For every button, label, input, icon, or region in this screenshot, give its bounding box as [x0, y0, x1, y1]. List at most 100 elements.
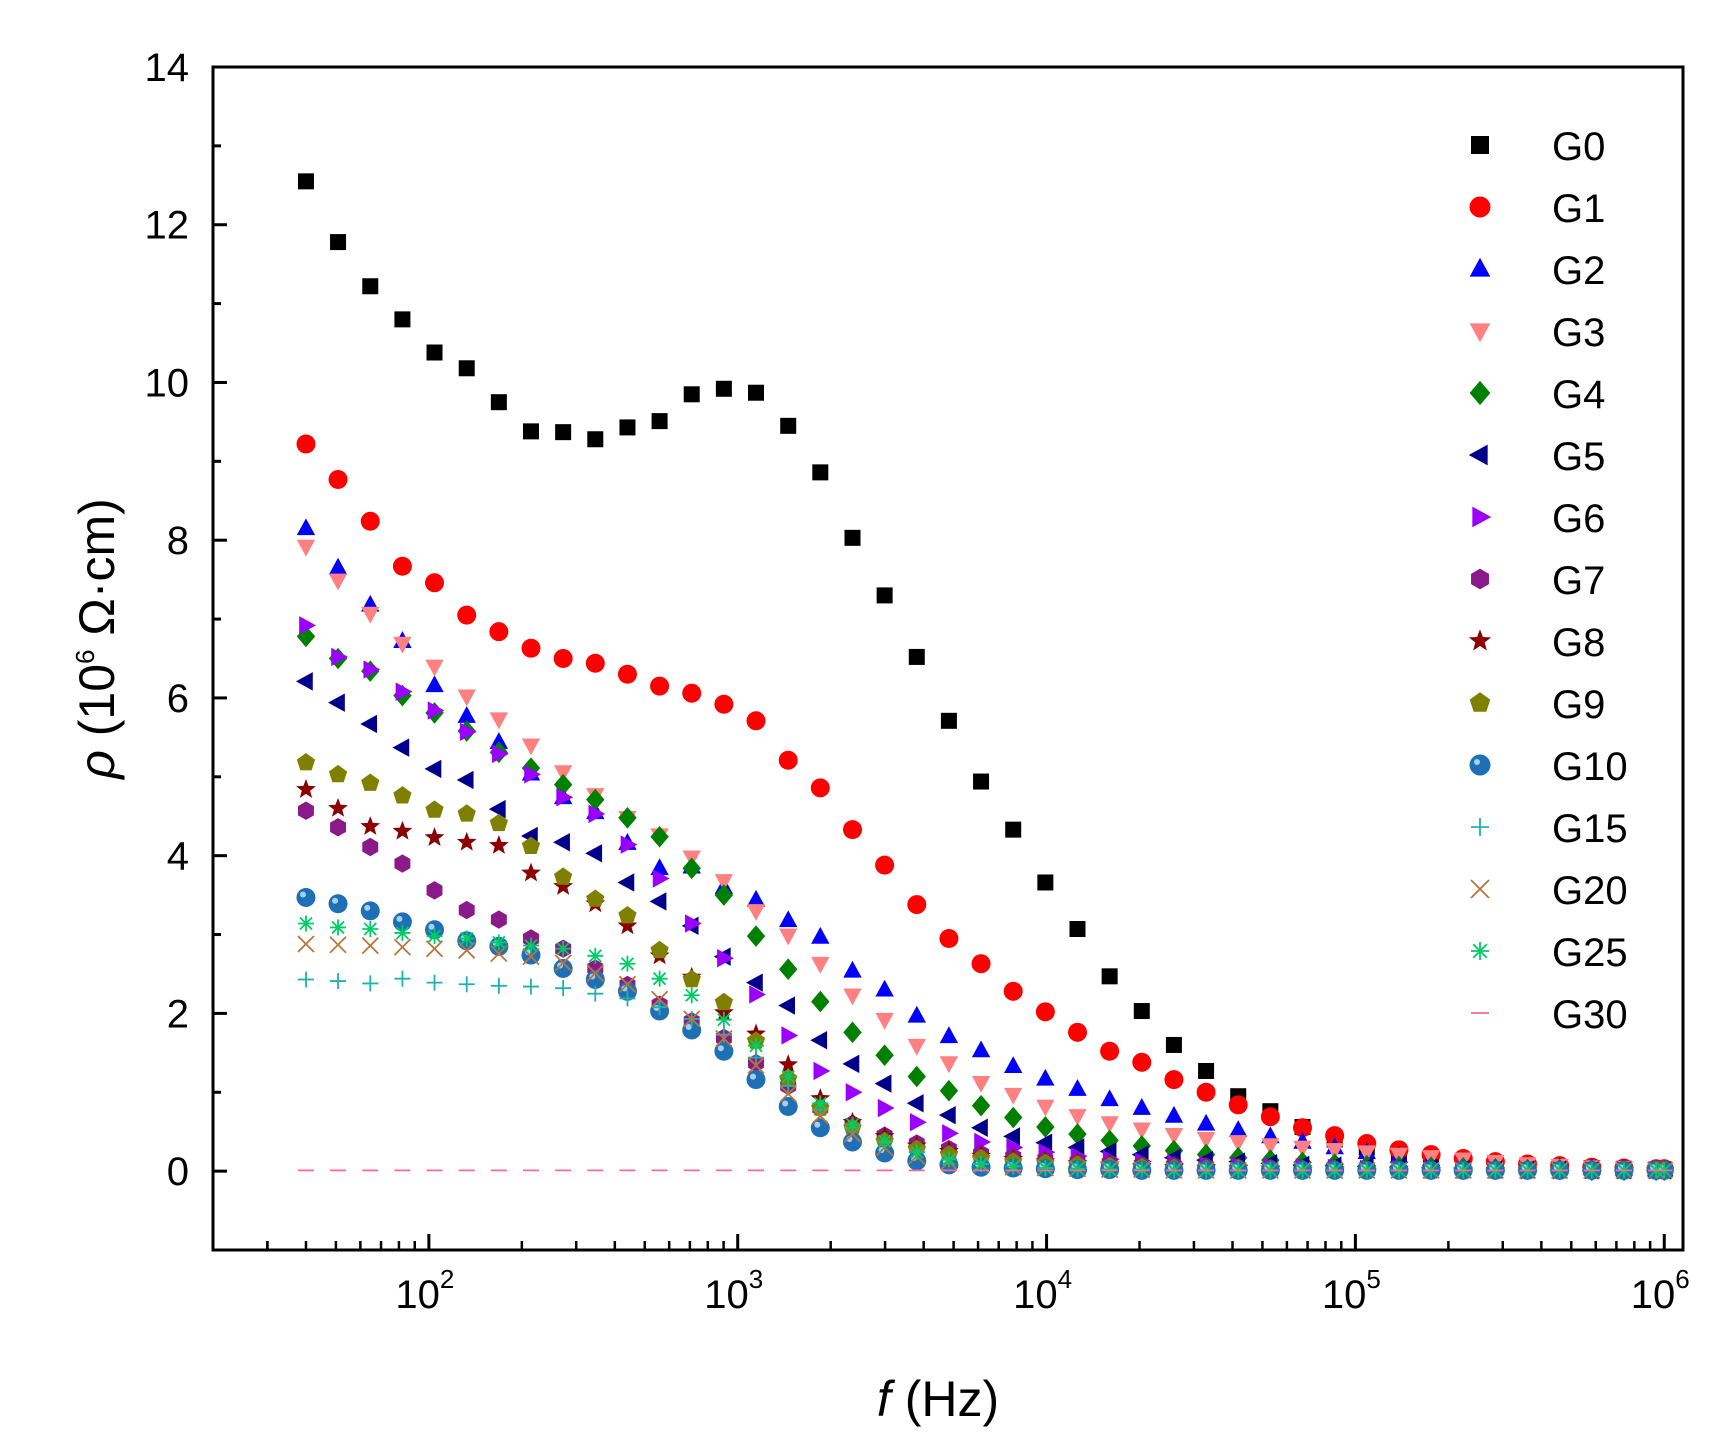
data-point-g5 — [971, 1118, 988, 1137]
legend-label-g2: G2 — [1552, 249, 1605, 293]
data-point-g2 — [1036, 1068, 1055, 1086]
legend-marker-g3 — [1469, 323, 1491, 343]
data-point-g2 — [1068, 1079, 1087, 1096]
data-point-g8 — [778, 1054, 799, 1074]
data-point-g6 — [813, 1061, 831, 1081]
data-point-g8 — [296, 779, 316, 798]
data-point-g6 — [299, 616, 316, 635]
data-point-g0 — [587, 431, 604, 448]
cross-b — [425, 940, 444, 958]
y-tick-label: 8 — [167, 519, 189, 563]
data-point-g25 — [330, 919, 347, 936]
ast-d2 — [974, 1157, 988, 1171]
data-point-g5 — [1035, 1133, 1053, 1152]
legend-item-g7: G7 — [1471, 559, 1605, 603]
legend-item-g1: G1 — [1469, 187, 1605, 231]
data-point-g25 — [490, 934, 507, 951]
data-point-g7 — [330, 818, 346, 837]
ast-d2 — [524, 938, 538, 953]
legend-item-g9: G9 — [1469, 683, 1605, 727]
data-point-g25 — [876, 1133, 893, 1150]
legend-item-g30: G30 — [1471, 993, 1628, 1037]
data-points-layer — [295, 173, 1675, 1182]
ast-d2 — [652, 972, 667, 986]
data-point-g2 — [811, 926, 830, 944]
data-point-g0 — [683, 386, 700, 403]
data-point-g15 — [362, 975, 379, 992]
data-point-g6 — [556, 788, 574, 807]
sphere-highlight — [364, 904, 371, 911]
data-point-g3 — [971, 1076, 991, 1093]
data-point-g0 — [780, 417, 797, 434]
data-point-g15 — [555, 980, 572, 997]
data-point-g25 — [619, 955, 636, 972]
data-point-g8 — [488, 835, 509, 854]
legend-item-g3: G3 — [1469, 311, 1605, 355]
data-point-g0 — [940, 712, 957, 729]
data-point-g5 — [649, 892, 667, 911]
data-point-g20 — [811, 1107, 829, 1125]
legend-item-g5: G5 — [1468, 435, 1605, 479]
legend-marker-g5 — [1468, 444, 1488, 466]
legend-label-g4: G4 — [1552, 373, 1605, 417]
data-point-g25 — [458, 930, 475, 947]
data-point-g20 — [618, 975, 637, 993]
data-point-g25 — [362, 921, 379, 938]
data-point-g1 — [778, 750, 798, 770]
cross-b — [586, 964, 604, 982]
x-tick-exponent: 4 — [1058, 1264, 1072, 1294]
legend-label-g5: G5 — [1552, 435, 1605, 479]
data-point-g1 — [521, 638, 541, 658]
data-point-g4 — [1068, 1123, 1087, 1145]
ast-d2 — [717, 1013, 731, 1027]
cross-b — [747, 1056, 765, 1075]
data-point-g3 — [714, 874, 734, 891]
data-point-g6 — [684, 914, 702, 933]
data-point-g8 — [713, 1002, 734, 1022]
data-point-g1 — [1293, 1118, 1313, 1138]
ast-d2 — [1070, 1162, 1085, 1176]
data-point-g1 — [489, 622, 509, 642]
data-point-g4 — [1132, 1135, 1151, 1157]
data-point-g5 — [392, 738, 410, 757]
legend-label-g0: G0 — [1552, 125, 1605, 169]
data-point-g2 — [296, 518, 316, 536]
data-point-g1 — [1003, 981, 1023, 1001]
data-point-g3 — [779, 928, 798, 946]
data-point-g6 — [749, 985, 766, 1004]
ast-d2 — [813, 1096, 827, 1110]
data-point-g15 — [330, 973, 347, 990]
data-point-g1 — [392, 556, 412, 576]
legend-marker-g20 — [1470, 879, 1490, 899]
x-tick-base: 10 — [1631, 1273, 1676, 1317]
cross-b — [618, 975, 637, 993]
data-point-g5 — [906, 1094, 924, 1113]
data-point-g4 — [682, 857, 701, 880]
x-tick-exponent: 2 — [440, 1264, 454, 1294]
sphere-highlight — [685, 1023, 692, 1030]
x-tick-exponent: 6 — [1675, 1264, 1689, 1294]
data-point-g5 — [778, 996, 796, 1015]
data-point-g0 — [1037, 874, 1054, 891]
y-axis-title: ρ (106 Ω·cm) — [69, 498, 125, 781]
ast-d2 — [620, 957, 635, 971]
data-point-g3 — [457, 689, 476, 707]
legend-item-g20: G20 — [1470, 869, 1628, 913]
data-point-g20 — [297, 935, 315, 953]
data-point-g1 — [875, 855, 895, 875]
sphere-body — [360, 901, 380, 921]
data-point-g5 — [360, 714, 378, 734]
data-point-g2 — [971, 1040, 991, 1058]
legend-label-g7: G7 — [1552, 559, 1605, 603]
ast-d2 — [845, 1117, 860, 1132]
data-point-g4 — [1004, 1106, 1023, 1129]
sphere-highlight — [396, 915, 403, 922]
data-point-g9 — [554, 867, 573, 885]
data-point-g5 — [553, 833, 570, 852]
data-point-g3 — [1036, 1099, 1055, 1117]
legend-item-g15: G15 — [1471, 807, 1628, 851]
data-point-g1 — [1067, 1022, 1087, 1042]
legend-marker-g15 — [1471, 818, 1489, 836]
